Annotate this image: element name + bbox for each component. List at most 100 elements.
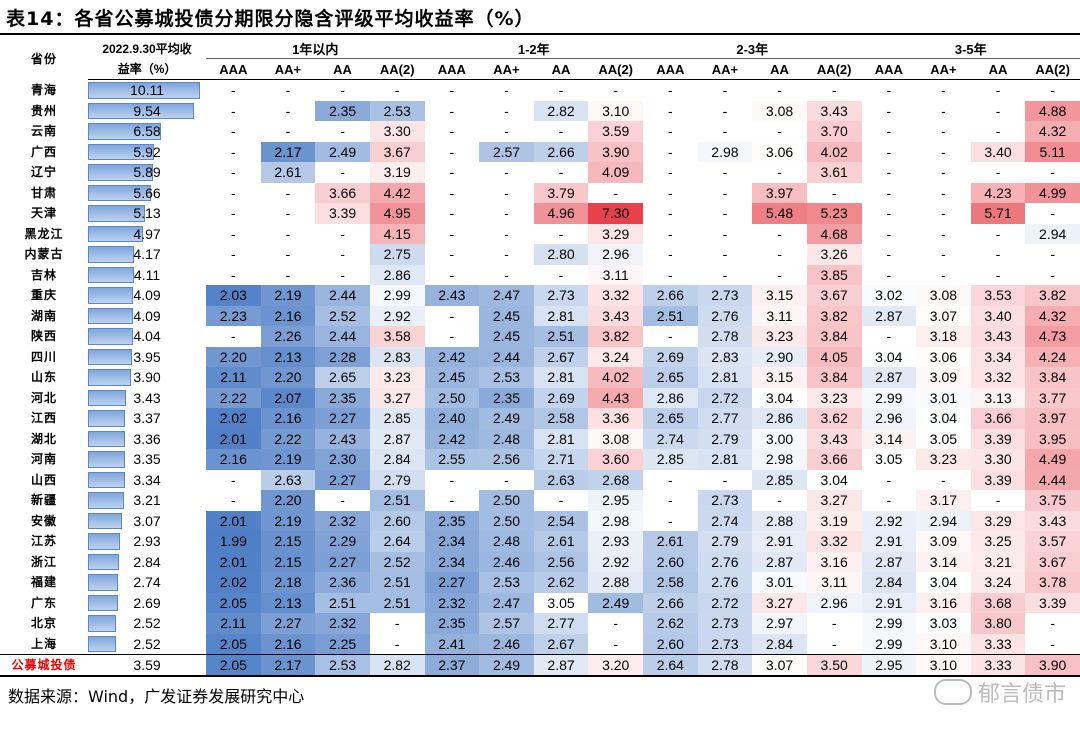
yield-cell: 3.58 bbox=[369, 326, 425, 347]
yield-cell: 3.62 bbox=[806, 408, 862, 429]
yield-cell: 2.96 bbox=[806, 592, 862, 613]
yield-cell: 3.80 bbox=[970, 613, 1026, 634]
rating-header: AA+ bbox=[479, 58, 534, 80]
table-row: 四川 3.95 2.20 2.13 2.28 2.83 2.42 2.44 2.67 3.24 2.… bbox=[0, 346, 1080, 367]
avg-yield-value: 2.74 bbox=[133, 574, 161, 590]
yield-cell: - bbox=[916, 203, 971, 224]
yield-cell: 2.19 bbox=[260, 449, 316, 470]
yield-cell: - bbox=[643, 79, 698, 101]
avg-yield-value: 2.69 bbox=[133, 594, 161, 611]
yield-cell: 2.82 bbox=[533, 100, 589, 121]
yield-cell: 3.16 bbox=[916, 592, 971, 613]
yield-cell: - bbox=[588, 613, 644, 634]
yield-cell: 4.49 bbox=[1025, 449, 1080, 470]
yield-cell: 2.81 bbox=[697, 449, 753, 470]
yield-cell: 2.49 bbox=[479, 408, 534, 429]
yield-cell: 2.35 bbox=[315, 387, 370, 408]
yield-cell: 3.05 bbox=[916, 428, 971, 449]
yield-cell: - bbox=[533, 121, 589, 142]
yield-cell: - bbox=[260, 100, 316, 121]
province-cell: 广东 bbox=[31, 595, 58, 610]
province-cell: 青海 bbox=[31, 83, 58, 97]
yield-cell: 4.32 bbox=[1025, 305, 1080, 326]
avg-yield-bar bbox=[88, 102, 195, 119]
avg-yield-value: 5.92 bbox=[133, 143, 161, 160]
yield-cell: 3.20 bbox=[588, 654, 644, 676]
yield-cell: 2.42 bbox=[424, 428, 480, 449]
rating-header: AA(2) bbox=[369, 58, 425, 80]
avg-yield-cell: 4.97 bbox=[88, 224, 206, 245]
yield-cell: - bbox=[206, 141, 261, 162]
yield-cell: - bbox=[424, 79, 480, 101]
yield-cell: - bbox=[916, 141, 971, 162]
yield-cell: 2.72 bbox=[697, 592, 753, 613]
yield-cell: 3.61 bbox=[806, 162, 862, 183]
yield-cell: - bbox=[752, 162, 807, 183]
yield-cell: 2.92 bbox=[588, 551, 644, 572]
yield-cell: 3.43 bbox=[806, 428, 862, 449]
yield-cell: 4.23 bbox=[970, 182, 1026, 203]
table-row: 重庆 4.09 2.03 2.19 2.44 2.99 2.43 2.47 2.73 3.32 2.… bbox=[0, 285, 1080, 306]
yield-cell: 3.97 bbox=[752, 182, 807, 203]
avg-yield-cell: 3.59 bbox=[88, 654, 207, 676]
yield-cell: 2.61 bbox=[533, 531, 589, 552]
yield-cell: 2.20 bbox=[260, 367, 316, 388]
yield-cell: 3.43 bbox=[588, 305, 644, 326]
yield-cell: - bbox=[861, 121, 917, 142]
rating-header: AA+ bbox=[697, 58, 753, 80]
yield-cell: 2.60 bbox=[643, 633, 698, 655]
yield-cell: 3.82 bbox=[806, 305, 862, 326]
yield-cell: - bbox=[697, 121, 753, 142]
yield-cell: - bbox=[643, 203, 698, 224]
yield-cell: - bbox=[206, 244, 261, 265]
yield-cell: - bbox=[643, 223, 698, 244]
yield-cell: 2.43 bbox=[315, 428, 370, 449]
yield-cell: - bbox=[697, 244, 753, 265]
avg-header-line1: 2022.9.30平均收 bbox=[102, 41, 192, 56]
yield-cell: 3.06 bbox=[916, 346, 971, 367]
yield-cell: - bbox=[752, 121, 807, 142]
yield-cell: - bbox=[697, 264, 753, 285]
avg-yield-bar bbox=[88, 574, 119, 591]
yield-cell: 3.66 bbox=[806, 449, 862, 470]
province-cell: 湖北 bbox=[31, 431, 58, 446]
avg-yield-bar bbox=[88, 246, 135, 263]
yield-cell: - bbox=[916, 162, 971, 183]
table-row: 河南 3.35 2.16 2.19 2.30 2.84 2.55 2.56 2.71 3.60 2.… bbox=[0, 449, 1080, 470]
yield-cell: - bbox=[1025, 79, 1080, 101]
top-rule bbox=[0, 33, 1080, 35]
yield-cell: 2.47 bbox=[479, 592, 534, 613]
yield-cell: 2.88 bbox=[752, 510, 807, 531]
yield-cell: 2.65 bbox=[643, 408, 698, 429]
yield-cell: 3.01 bbox=[752, 572, 807, 593]
yield-cell: - bbox=[861, 326, 917, 347]
yield-cell: - bbox=[206, 121, 261, 142]
yield-cell: - bbox=[970, 264, 1026, 285]
yield-cell: 3.27 bbox=[369, 387, 425, 408]
yield-cell: 4.09 bbox=[588, 162, 644, 183]
yield-cell: 4.96 bbox=[533, 203, 589, 224]
yield-cell: 2.51 bbox=[643, 305, 698, 326]
avg-yield-value: 4.09 bbox=[133, 287, 161, 303]
yield-cell: 2.15 bbox=[260, 551, 316, 572]
yield-cell: - bbox=[424, 305, 480, 326]
table-row: 内蒙古 4.17- - -2.75- -2.80 2.96- - -3.26- - - - bbox=[0, 244, 1080, 265]
yield-cell: 2.86 bbox=[643, 387, 698, 408]
yield-cell: - bbox=[806, 613, 862, 634]
yield-cell: - bbox=[1025, 203, 1080, 224]
yield-cell: 2.32 bbox=[315, 510, 370, 531]
yield-cell: 2.05 bbox=[206, 592, 261, 613]
yield-cell: - bbox=[752, 490, 807, 511]
table-row: 安徽 3.07 2.01 2.19 2.32 2.60 2.35 2.50 2.54 2.98-2… bbox=[0, 510, 1080, 531]
yield-cell: - bbox=[479, 182, 534, 203]
yield-cell: 3.17 bbox=[916, 490, 971, 511]
yield-cell: - bbox=[315, 244, 370, 265]
yield-cell: 2.53 bbox=[479, 367, 534, 388]
yield-cell: 3.27 bbox=[806, 490, 862, 511]
yield-cell: 2.66 bbox=[643, 592, 698, 613]
province-cell: 甘肃 bbox=[31, 185, 58, 200]
yield-cell: 3.39 bbox=[970, 428, 1026, 449]
yield-cell: 2.73 bbox=[697, 633, 753, 655]
yield-cell: 2.61 bbox=[643, 531, 698, 552]
yield-cell: 2.67 bbox=[533, 633, 589, 655]
